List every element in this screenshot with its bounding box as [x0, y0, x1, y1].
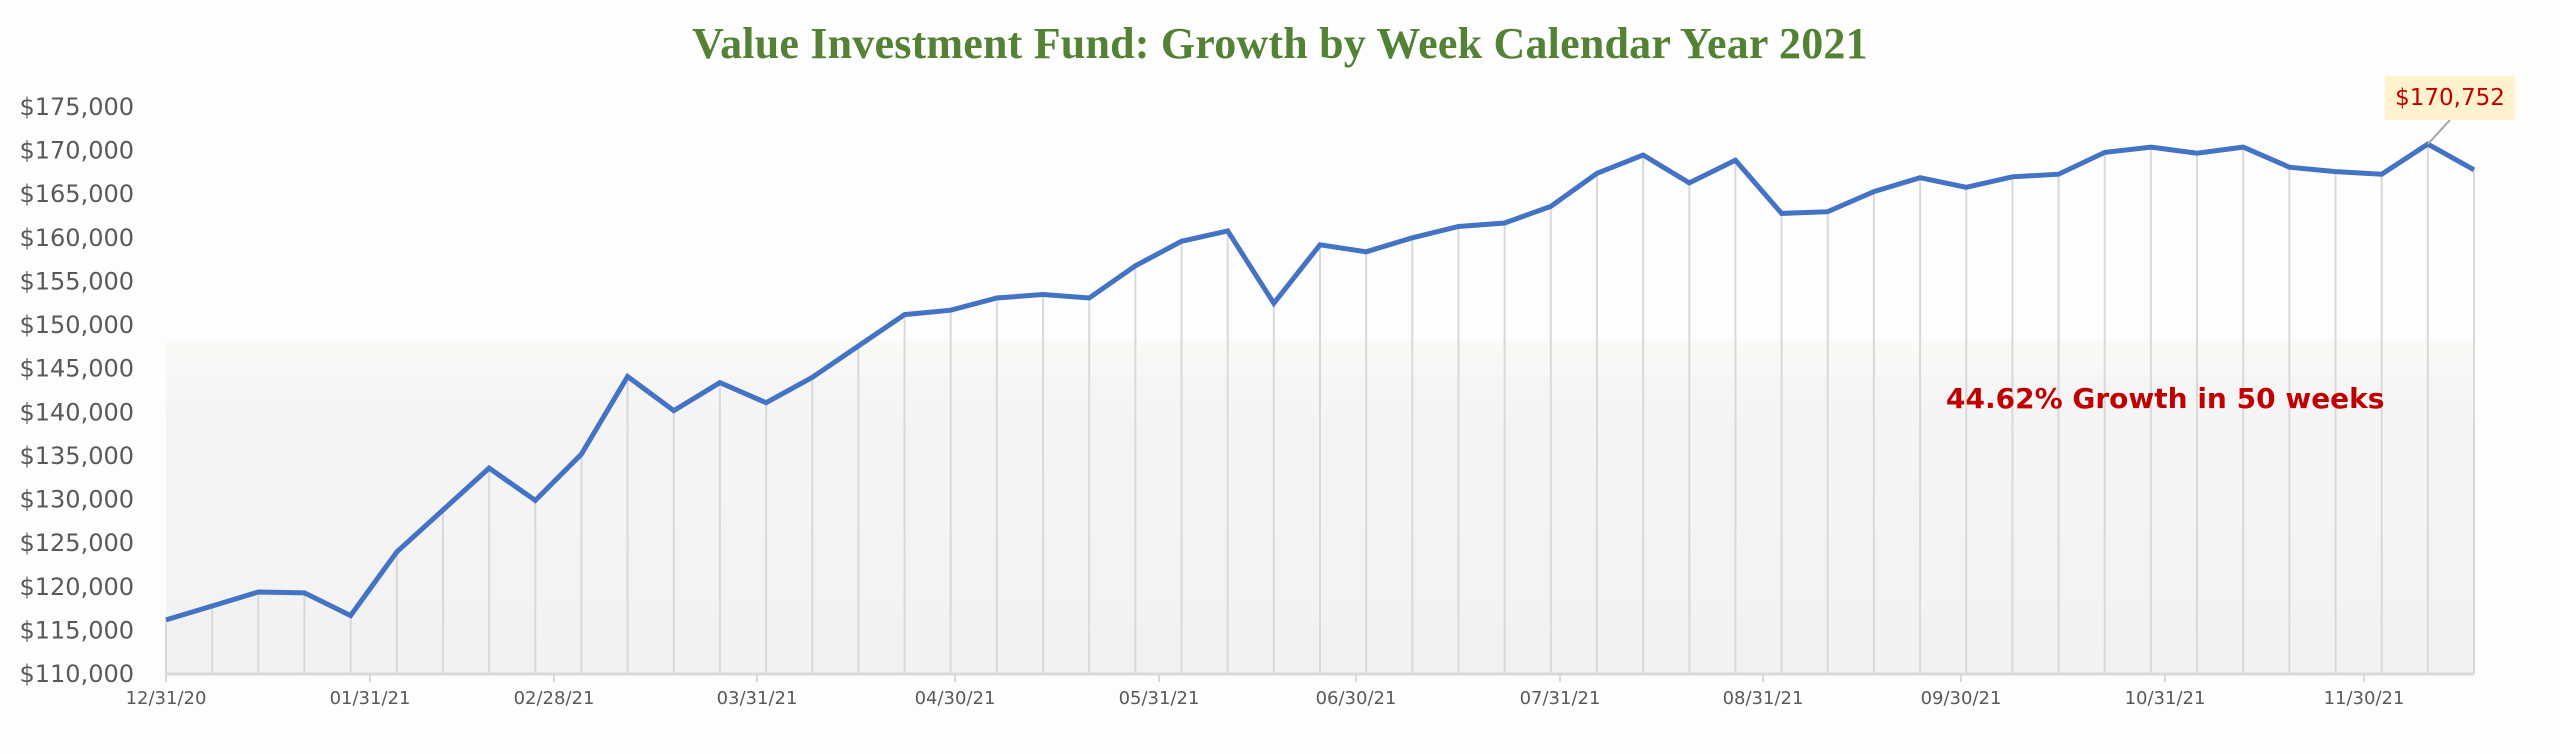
x-tick-label: 08/31/21	[1723, 688, 1804, 709]
y-tick-label: $155,000	[19, 267, 134, 295]
max-value-callout: $170,752	[2385, 76, 2515, 120]
fund-value-line	[165, 141, 2476, 623]
x-tick-label: 07/31/21	[1520, 688, 1601, 709]
y-tick-label: $170,000	[19, 137, 134, 165]
y-tick-label: $175,000	[19, 93, 134, 121]
callout-leader-line	[2427, 119, 2451, 145]
y-tick-label: $130,000	[19, 486, 134, 514]
y-tick-label: $160,000	[19, 224, 134, 252]
x-tick-label: 10/31/21	[2125, 688, 2206, 709]
y-axis-labels: $110,000 $115,000 $120,000 $125,000 $130,000…	[19, 93, 134, 688]
x-tick-label: 04/30/21	[915, 688, 996, 709]
y-tick-label: $135,000	[19, 442, 134, 470]
y-tick-label: $145,000	[19, 355, 134, 383]
y-tick-label: $150,000	[19, 311, 134, 339]
y-tick-label: $165,000	[19, 180, 134, 208]
x-axis-ticks	[165, 674, 2365, 682]
x-tick-label: 11/30/21	[2324, 688, 2405, 709]
y-tick-label: $125,000	[19, 529, 134, 557]
drop-lines	[165, 144, 2475, 674]
chart-title: Value Investment Fund: Growth by Week Ca…	[692, 19, 1868, 68]
x-tick-label: 06/30/21	[1316, 688, 1397, 709]
y-tick-label: $120,000	[19, 573, 134, 601]
y-tick-label: $115,000	[19, 616, 134, 644]
x-tick-label: 03/31/21	[717, 688, 798, 709]
growth-annotation: 44.62% Growth in 50 weeks	[1946, 382, 2385, 415]
y-tick-label: $110,000	[19, 660, 134, 688]
x-tick-label: 12/31/20	[126, 688, 207, 709]
x-axis-labels: 12/31/20 01/31/21 02/28/21 03/31/21 04/30/21…	[126, 688, 2405, 709]
x-tick-label: 09/30/21	[1921, 688, 2002, 709]
x-tick-label: 02/28/21	[514, 688, 595, 709]
x-tick-label: 01/31/21	[330, 688, 411, 709]
y-tick-label: $140,000	[19, 398, 134, 426]
x-tick-label: 05/31/21	[1119, 688, 1200, 709]
